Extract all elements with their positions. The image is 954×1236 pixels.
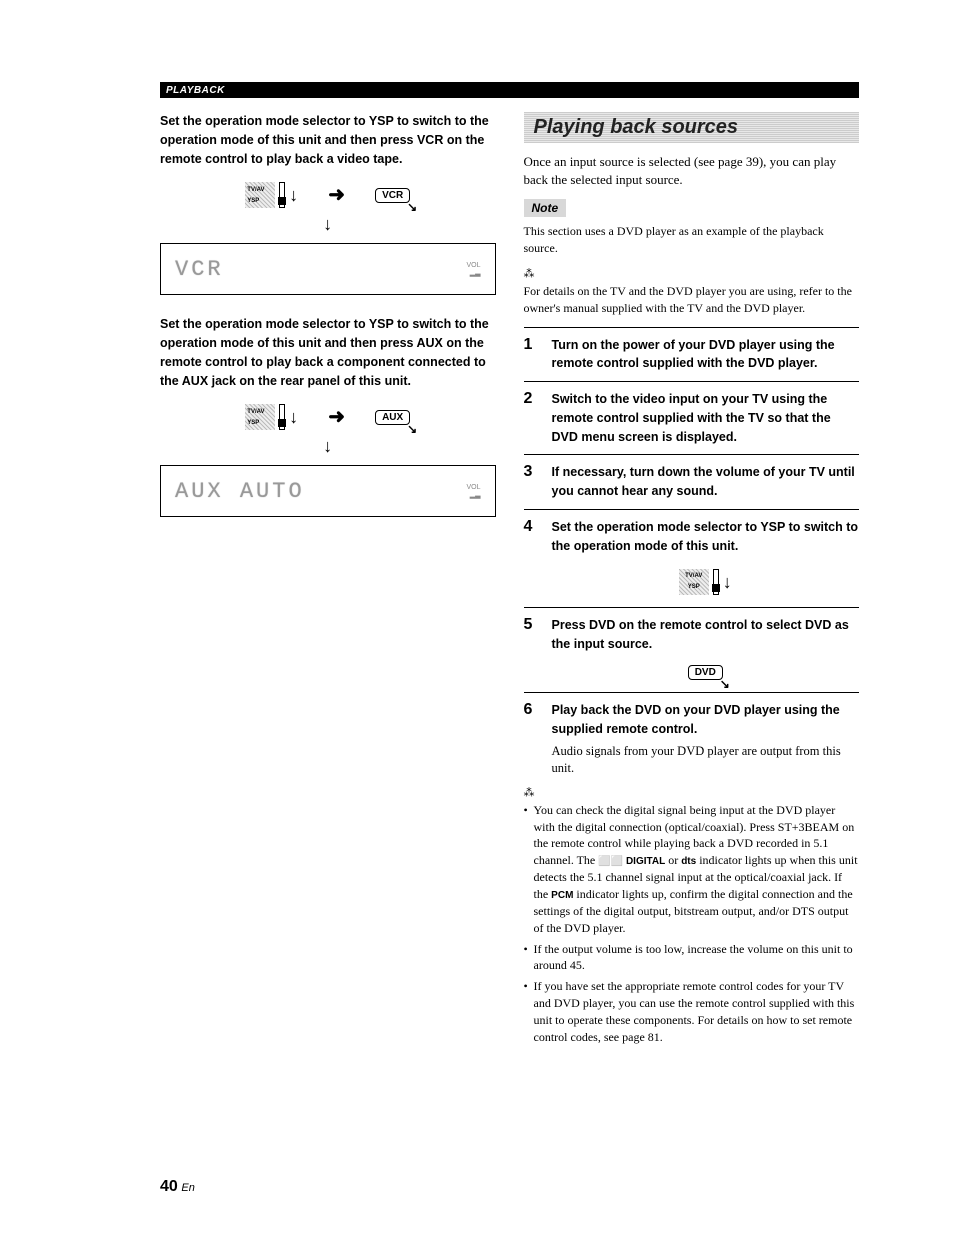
lcd-display-aux: AUX AUTO VOL▂▃ <box>160 465 496 517</box>
step: 1 Turn on the power of your DVD player us… <box>524 327 860 382</box>
tips-list: You can check the digital signal being i… <box>524 802 860 1046</box>
tip-icon: ⁂ <box>524 786 860 799</box>
step-diagram-switch: TV/AVYSP↓ <box>552 565 860 595</box>
step-body: If necessary, turn down the volume of yo… <box>552 463 860 501</box>
arrow-down-icon: ↓ <box>289 186 298 204</box>
lcd-display-vcr: VCR VOL▂▃ <box>160 243 496 295</box>
step: 6 Play back the DVD on your DVD player us… <box>524 692 860 786</box>
section-label: PLAYBACK <box>160 84 231 97</box>
switch-label-top: TV/AV <box>247 187 273 193</box>
tip-bullet-1: You can check the digital signal being i… <box>524 802 860 937</box>
step: 5 Press DVD on the remote control to sele… <box>524 607 860 693</box>
note-label: Note <box>524 199 567 217</box>
step-instruction: Set the operation mode selector to YSP t… <box>552 518 860 556</box>
instruction-vcr: Set the operation mode selector to YSP t… <box>160 112 496 168</box>
button-label: VCR <box>382 190 403 201</box>
button-label: AUX <box>382 412 403 423</box>
step-instruction: Switch to the video input on your TV usi… <box>552 390 860 446</box>
finger-icon: ↘ <box>407 200 417 214</box>
dts-logo-icon: dts <box>681 856 696 867</box>
step-detail: Audio signals from your DVD player are o… <box>552 743 860 778</box>
step-body: Set the operation mode selector to YSP t… <box>552 518 860 599</box>
arrow-right-icon: ➜ <box>328 407 345 427</box>
dolby-logo-icon: ⬜⬜ DIGITAL <box>598 856 665 867</box>
step-number: 2 <box>524 390 538 446</box>
arrow-down-icon: ↓ <box>160 214 496 235</box>
switch-label-bottom: YSP <box>247 420 273 426</box>
step-instruction: Play back the DVD on your DVD player usi… <box>552 701 860 739</box>
section-title: Playing back sources <box>524 112 860 143</box>
vcr-button-icon: VCR ↘ <box>375 188 410 203</box>
instruction-aux: Set the operation mode selector to YSP t… <box>160 315 496 390</box>
page-number: 40 En <box>160 1178 195 1196</box>
note-text: This section uses a DVD player as an exa… <box>524 223 860 257</box>
step-instruction: Turn on the power of your DVD player usi… <box>552 336 860 374</box>
step-body: Play back the DVD on your DVD player usi… <box>552 701 860 778</box>
arrow-down-icon: ↓ <box>289 408 298 426</box>
diagram-aux-row: TV/AV YSP ↓ ➜ AUX ↘ <box>160 404 496 430</box>
step: 4 Set the operation mode selector to YSP … <box>524 509 860 607</box>
mode-switch-icon: TV/AV YSP ↓ <box>245 404 298 430</box>
step-instruction: Press DVD on the remote control to selec… <box>552 616 860 654</box>
intro-text: Once an input source is selected (see pa… <box>524 153 860 189</box>
step-body: Press DVD on the remote control to selec… <box>552 616 860 685</box>
step-instruction: If necessary, turn down the volume of yo… <box>552 463 860 501</box>
vol-indicator: VOL▂▃ <box>466 262 480 277</box>
step-number: 6 <box>524 701 538 778</box>
step-number: 1 <box>524 336 538 374</box>
right-column: Playing back sources Once an input sourc… <box>524 112 860 1049</box>
finger-icon: ↘ <box>407 422 417 436</box>
tip-bullet-3: If you have set the appropriate remote c… <box>524 978 860 1045</box>
left-column: Set the operation mode selector to YSP t… <box>160 112 496 1049</box>
switch-label-bottom: YSP <box>247 198 273 204</box>
step: 3 If necessary, turn down the volume of y… <box>524 454 860 509</box>
arrow-down-icon: ↓ <box>160 436 496 457</box>
lcd-text-right: AUTO <box>240 479 305 504</box>
vol-indicator: VOL▂▃ <box>466 484 480 499</box>
step-body: Turn on the power of your DVD player usi… <box>552 336 860 374</box>
switch-label-top: TV/AV <box>247 409 273 415</box>
diagram-vcr-row: TV/AV YSP ↓ ➜ VCR ↘ <box>160 182 496 208</box>
arrow-right-icon: ➜ <box>328 185 345 205</box>
step-body: Switch to the video input on your TV usi… <box>552 390 860 446</box>
tip-icon: ⁂ <box>524 267 860 280</box>
lcd-text-left: AUX <box>175 479 224 504</box>
lcd-text: VCR <box>175 257 224 282</box>
aux-button-icon: AUX ↘ <box>375 410 410 425</box>
step-number: 3 <box>524 463 538 501</box>
mode-switch-icon: TV/AV YSP ↓ <box>245 182 298 208</box>
pcm-label: PCM <box>551 890 573 901</box>
step: 2Switch to the video input on your TV us… <box>524 381 860 454</box>
tip-text: For details on the TV and the DVD player… <box>524 283 860 317</box>
step-diagram-dvd-button: DVD↘ <box>552 663 860 680</box>
section-header: PLAYBACK <box>160 82 859 98</box>
tip-bullet-2: If the output volume is too low, increas… <box>524 941 860 975</box>
step-number: 5 <box>524 616 538 685</box>
step-number: 4 <box>524 518 538 599</box>
